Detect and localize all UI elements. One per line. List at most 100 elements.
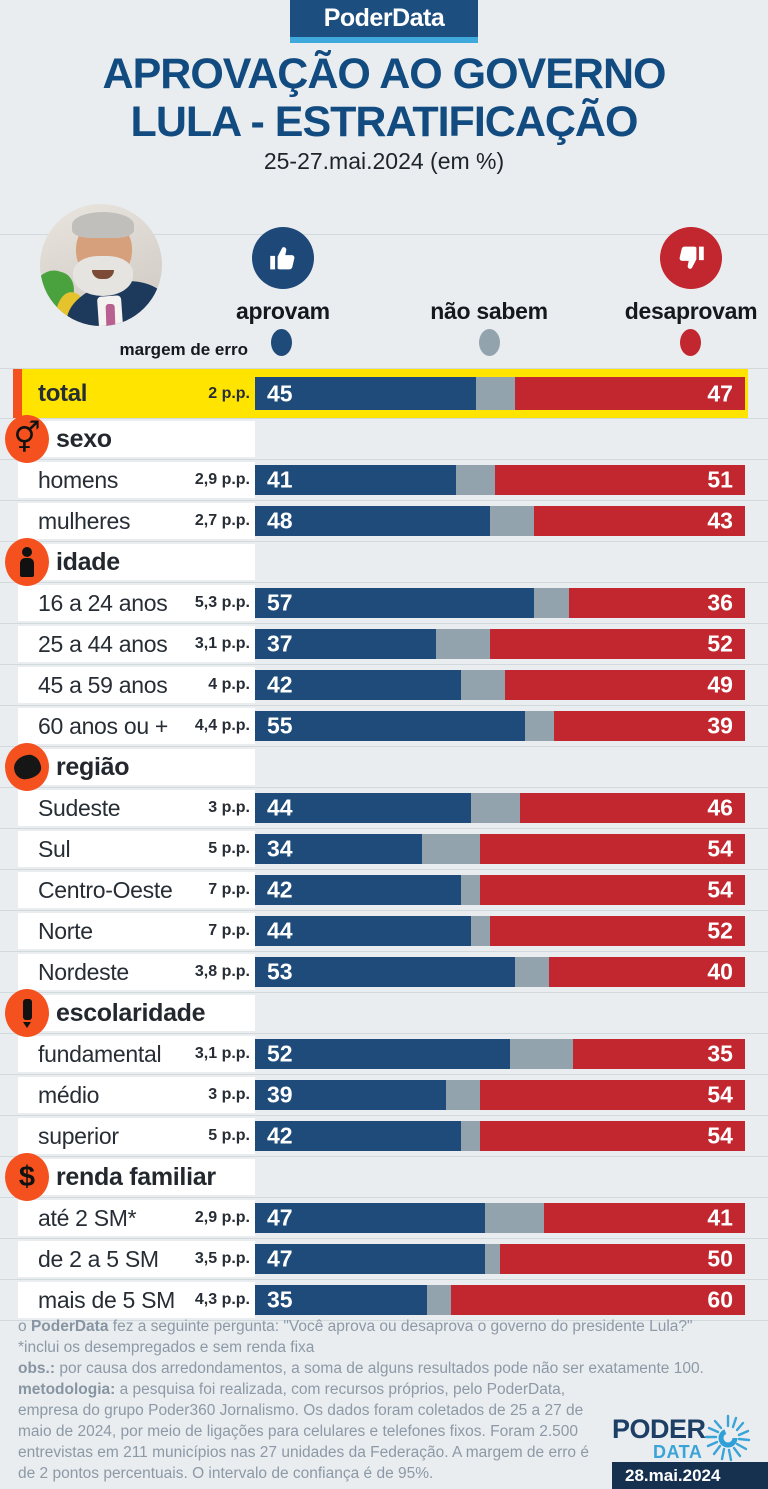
unsure-segment <box>460 1121 481 1151</box>
row-margin-of-error: 4,4 p.p. <box>194 717 250 734</box>
unsure-segment <box>426 1285 451 1315</box>
disapprove-value: 51 <box>707 466 733 493</box>
row-label-cell: mais de 5 SM 4,3 p.p. <box>18 1282 255 1318</box>
stacked-bar: 53 40 <box>255 957 745 987</box>
lula-photo <box>40 204 162 326</box>
disapprove-segment: 47 <box>514 377 745 410</box>
row-label: médio <box>38 1081 100 1108</box>
approve-value: 52 <box>267 1040 293 1067</box>
unsure-segment <box>455 465 496 495</box>
disapprove-segment: 54 <box>480 834 745 864</box>
approve-value: 47 <box>267 1245 293 1272</box>
row-label: mais de 5 SM <box>38 1286 176 1313</box>
approve-segment: 42 <box>255 875 461 905</box>
section-label: renda familiar <box>56 1162 216 1191</box>
disapprove-value: 50 <box>707 1245 733 1272</box>
disapprove-segment: 39 <box>553 711 745 741</box>
approve-value: 35 <box>267 1286 293 1313</box>
section-label-cell: idade <box>18 544 255 580</box>
approve-value: 44 <box>267 794 293 821</box>
disapprove-segment: 54 <box>480 1080 745 1110</box>
row-margin-of-error: 4 p.p. <box>208 676 250 693</box>
row-label-cell: 16 a 24 anos 5,3 p.p. <box>18 585 255 621</box>
row-label: superior <box>38 1122 119 1149</box>
row-label-cell: mulheres 2,7 p.p. <box>18 503 255 539</box>
approve-value: 39 <box>267 1081 293 1108</box>
approve-value: 42 <box>267 1122 293 1149</box>
legend-unsure-label: não sabem <box>430 298 548 324</box>
unsure-segment <box>436 629 491 659</box>
approve-dot-icon <box>271 329 292 356</box>
table-row: Centro-Oeste 7 p.p. 42 54 <box>0 869 768 910</box>
person-icon <box>5 538 49 586</box>
badge-underline <box>290 37 478 43</box>
disapprove-value: 47 <box>707 380 733 406</box>
disapprove-value: 41 <box>707 1204 733 1231</box>
unsure-segment <box>460 670 505 700</box>
approve-segment: 39 <box>255 1080 447 1110</box>
stacked-bar: 39 54 <box>255 1080 745 1110</box>
approve-value: 34 <box>267 835 293 862</box>
table-row: Sudeste 3 p.p. 44 46 <box>0 787 768 828</box>
unsure-segment <box>475 377 515 410</box>
row-label-cell: médio 3 p.p. <box>18 1077 255 1113</box>
table-row: superior 5 p.p. 42 54 <box>0 1115 768 1156</box>
row-margin-of-error: 5,3 p.p. <box>194 594 250 611</box>
disapprove-value: 54 <box>707 835 733 862</box>
row-label: Centro-Oeste <box>38 876 173 903</box>
section-label: idade <box>56 547 120 576</box>
row-label-cell: homens 2,9 p.p. <box>18 462 255 498</box>
stacked-bar: 57 36 <box>255 588 745 618</box>
stacked-bar: 42 54 <box>255 875 745 905</box>
disapprove-segment: 50 <box>499 1244 745 1274</box>
approve-segment: 37 <box>255 629 437 659</box>
row-margin-of-error: 7 p.p. <box>208 922 250 939</box>
row-margin-of-error: 3 p.p. <box>208 1086 250 1103</box>
row-label-cell: até 2 SM* 2,9 p.p. <box>18 1200 255 1236</box>
publish-date-badge: 28.mai.2024 <box>612 1462 768 1489</box>
row-margin-of-error: 3,1 p.p. <box>194 1045 250 1062</box>
approve-value: 42 <box>267 671 293 698</box>
row-label: de 2 a 5 SM <box>38 1245 159 1272</box>
footer-question: o PoderData fez a seguinte pergunta: "Vo… <box>18 1318 693 1335</box>
section-label: região <box>56 752 130 781</box>
gender-icon <box>5 415 49 463</box>
table-row: 45 a 59 anos 4 p.p. 42 49 <box>0 664 768 705</box>
row-label-cell: Sudeste 3 p.p. <box>18 790 255 826</box>
stacked-bar: 47 50 <box>255 1244 745 1274</box>
section-header-row: escolaridade <box>0 989 768 1037</box>
table-row: 25 a 44 anos 3,1 p.p. 37 52 <box>0 623 768 664</box>
approve-value: 53 <box>267 958 293 985</box>
approve-value: 41 <box>267 466 293 493</box>
disapprove-segment: 51 <box>495 465 745 495</box>
unsure-segment <box>485 1244 500 1274</box>
row-label: 16 a 24 anos <box>38 589 168 616</box>
disapprove-value: 46 <box>707 794 733 821</box>
stacked-bar: 44 52 <box>255 916 745 946</box>
section-label: sexo <box>56 424 112 453</box>
row-margin-of-error: 2,7 p.p. <box>194 512 250 529</box>
row-label-cell: 45 a 59 anos 4 p.p. <box>18 667 255 703</box>
row-margin-of-error: 3,5 p.p. <box>194 1250 250 1267</box>
footer-income-note: *inclui os desempregados e sem renda fix… <box>18 1339 315 1356</box>
approve-segment: 47 <box>255 1244 486 1274</box>
approve-value: 47 <box>267 1204 293 1231</box>
section-header-row: região <box>0 743 768 791</box>
unsure-segment <box>485 1203 545 1233</box>
table-row: Norte 7 p.p. 44 52 <box>0 910 768 951</box>
row-label-cell: fundamental 3,1 p.p. <box>18 1036 255 1072</box>
disapprove-value: 52 <box>707 630 733 657</box>
unsure-segment <box>470 793 520 823</box>
table-row: até 2 SM* 2,9 p.p. 47 41 <box>0 1197 768 1238</box>
row-label-cell: de 2 a 5 SM 3,5 p.p. <box>18 1241 255 1277</box>
row-margin-of-error: 2,9 p.p. <box>194 1209 250 1226</box>
footer-notes: o PoderData fez a seguinte pergunta: "Vo… <box>18 1316 763 1484</box>
chart-rows: total 2 p.p. 45 47 sexo homens 2,9 p.p. … <box>0 368 768 1321</box>
approve-value: 55 <box>267 712 293 739</box>
disapprove-value: 35 <box>707 1040 733 1067</box>
approve-segment: 55 <box>255 711 525 741</box>
approve-segment: 48 <box>255 506 491 536</box>
legend-disapprove-label: desaprovam <box>624 298 758 324</box>
disapprove-value: 39 <box>707 712 733 739</box>
unsure-segment <box>534 588 569 618</box>
